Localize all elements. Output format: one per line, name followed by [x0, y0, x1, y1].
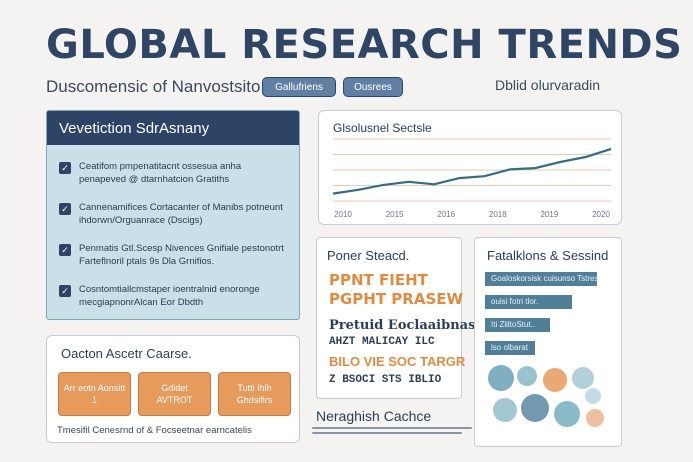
line-chart: 2010 2015 2016 2018 2019 2020: [332, 138, 612, 219]
action-button-2[interactable]: Gdldet AVTROT: [138, 372, 211, 416]
stat-bar: ouisi fotri tlor.: [485, 295, 572, 309]
font-sample-3: Pretuid Eoclaaibnas: [329, 318, 476, 333]
feature-item: ✓ Ceatifom pmpenatitacnt ossesua anha pe…: [59, 160, 289, 186]
action-panel-title: Oacton Ascetr Caarse.: [61, 346, 192, 361]
page-title: GLOBAL RESEARCH TRENDS: [46, 22, 683, 68]
bubble: [517, 366, 537, 386]
header-right-label: Dblid olurvaradin: [495, 77, 601, 93]
feature-item-text: Ceatifom pmpenatitacnt ossesua anha pena…: [79, 161, 242, 185]
feature-panel: Vevetiction SdrAsnany ✓ Ceatifom pmpenat…: [46, 110, 300, 320]
font-sample-5: BILO VIE SOC TARGR: [329, 354, 466, 369]
bubble: [543, 368, 567, 392]
x-tick-label: 2015: [386, 210, 404, 219]
x-tick-label: 2018: [489, 210, 507, 219]
check-icon: ✓: [59, 285, 71, 297]
series-line: [332, 147, 612, 195]
feature-item-text: Cosntomtiallcmstaper ioentralnid enorong…: [79, 284, 260, 308]
bubble: [488, 365, 514, 391]
x-tick-label: 2010: [334, 210, 352, 219]
chart-title: Glsolusnel Sectsle: [333, 121, 432, 135]
action-button-3[interactable]: Tutti Ihlh Ghdsifirs: [218, 372, 291, 416]
font-sample-1: PPNT FIEHT: [329, 271, 428, 289]
bubble: [586, 409, 604, 427]
bubble: [554, 401, 580, 427]
bubble: [521, 394, 549, 422]
action-button-1[interactable]: Arr eotn Aonsitt 1: [58, 372, 131, 416]
font-sample-2: PGPHT PRASEW: [329, 290, 464, 308]
feature-item: ✓ Cosntomtiallcmstaper ioentralnid enoro…: [59, 283, 289, 309]
bubble: [585, 388, 601, 404]
font-showcase-title: Poner Steacd.: [327, 248, 410, 263]
x-tick-label: 2016: [437, 210, 455, 219]
tag-pill-2[interactable]: Ousrees: [343, 77, 403, 97]
tag-pill-1[interactable]: Gallufriens: [262, 77, 336, 97]
action-panel: Oacton Ascetr Caarse. Arr eotn Aonsitt 1…: [46, 335, 300, 443]
check-icon: ✓: [59, 162, 71, 174]
check-icon: ✓: [59, 244, 71, 256]
x-tick-label: 2020: [592, 210, 610, 219]
line-chart-panel: 2010 2015 2016 2018 2019 2020 Glsolusnel Sect…: [318, 110, 622, 225]
bubble: [493, 398, 517, 422]
stat-bar: Goaloskorsisk cuisunso Tstrest: [485, 272, 597, 286]
bottom-section-title: Neraghish Cachce: [316, 408, 432, 424]
feature-item: ✓ Penmatis Gtl.Scesp Nivences Gnifiale p…: [59, 242, 289, 268]
feature-panel-title: Vevetiction SdrAsnany: [47, 111, 299, 145]
font-sample-4: AHZT MALICAY ILC: [329, 336, 435, 348]
x-tick-label: 2019: [541, 210, 559, 219]
font-sample-6: Z BSOCI STS IBLIO: [329, 374, 442, 386]
stat-bar: lso olbarat: [485, 341, 535, 355]
bottom-section-text-lines: [312, 427, 474, 443]
page-subtitle: Duscomensic of Nanvostsito: [46, 77, 261, 96]
check-icon: ✓: [59, 203, 71, 215]
stats-title: Fatalklons & Sessind: [487, 248, 609, 263]
stats-panel: Fatalklons & Sessind Goaloskorsisk cuisu…: [474, 237, 622, 447]
stat-bar: Iti ZliltoStut..: [485, 318, 550, 332]
bubble-cluster: [488, 365, 604, 427]
action-panel-footer: Tmesifil Cenesrnd of & Focseetnar earnca…: [57, 425, 252, 436]
feature-item-text: Cannenamifices Cortacanter of Manibs pot…: [79, 202, 283, 226]
feature-item-text: Penmatis Gtl.Scesp Nivences Gnifiale pes…: [79, 243, 284, 267]
font-showcase-panel: Poner Steacd. PPNT FIEHT PGPHT PRASEW Pr…: [316, 237, 475, 399]
feature-item: ✓ Cannenamifices Cortacanter of Manibs p…: [59, 201, 289, 227]
bubble: [572, 367, 594, 389]
